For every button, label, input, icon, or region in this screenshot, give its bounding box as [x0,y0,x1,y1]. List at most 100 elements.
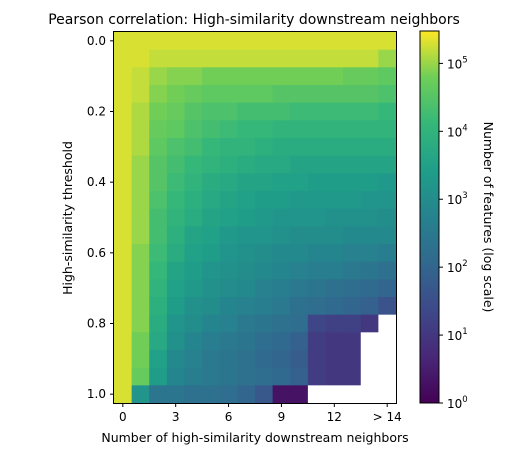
heatmap-cell [184,314,203,333]
heatmap-cell [290,173,309,192]
colorbar-ticks: 100 101 102 103 104 105 [439,55,468,411]
heatmap-cell [255,102,274,121]
heatmap-cell [131,279,150,298]
heatmap-cells [114,32,397,404]
heatmap-cell [149,49,168,68]
heatmap-cell [325,226,344,245]
heatmap-cell [290,261,309,280]
heatmap-cell [184,138,203,157]
heatmap-cell [255,208,274,227]
heatmap-cell [237,67,256,86]
heatmap-cell [360,173,379,192]
colorbar [419,30,440,404]
heatmap-cell [114,279,133,298]
heatmap-cell [237,49,256,68]
y-tick-label: 0.2 [87,105,106,119]
heatmap-cell [131,138,150,157]
heatmap-cell [202,385,221,404]
heatmap-cell [255,49,274,68]
y-axis-label: High-similarity threshold [60,141,75,295]
heatmap-cell [114,49,133,68]
heatmap-cell [325,120,344,139]
heatmap-cell [290,208,309,227]
heatmap-cell [202,297,221,316]
heatmap-cell [272,314,291,333]
heatmap-cell [219,244,238,263]
heatmap-cell [343,49,362,68]
x-tick-label: 0 [119,410,127,424]
heatmap-cell [114,367,133,386]
colorbar-tick-label: 101 [447,327,468,343]
heatmap-cell [114,226,133,245]
heatmap-cell [378,67,397,86]
heatmap-cell [202,367,221,386]
heatmap-cell [166,102,185,121]
heatmap-cell [290,279,309,298]
heatmap-cell [378,85,397,104]
heatmap-cell [360,332,379,351]
heatmap-cell [360,279,379,298]
heatmap-cell [131,297,150,316]
y-tick-label: 0.8 [87,317,106,331]
x-tick-label: 3 [172,410,180,424]
heatmap-cell [166,226,185,245]
heatmap-cell [325,173,344,192]
heatmap-cell [307,314,326,333]
colorbar-tick-label: 104 [447,123,468,139]
y-tick-label: 1.0 [87,387,106,401]
heatmap-cell [360,261,379,280]
heatmap-cell [290,85,309,104]
heatmap-cell [325,102,344,121]
heatmap-cell [325,297,344,316]
heatmap-cell [360,85,379,104]
heatmap-cell [219,120,238,139]
heatmap-cell [237,279,256,298]
heatmap-cell [343,244,362,263]
heatmap-cell [166,67,185,86]
colorbar-label: Number of features (log scale) [481,122,496,313]
heatmap-cell [343,155,362,174]
heatmap-cell [255,226,274,245]
heatmap-cell [307,191,326,210]
heatmap-cell [114,155,133,174]
heatmap-cell [237,120,256,139]
heatmap-cell [255,385,274,404]
heatmap-cell [237,314,256,333]
heatmap-cell [237,102,256,121]
heatmap-cell [272,49,291,68]
heatmap-cell [272,173,291,192]
heatmap-cell [255,155,274,174]
heatmap-cell [131,85,150,104]
colorbar-tick-label: 100 [447,395,468,411]
heatmap-cell [272,191,291,210]
heatmap-cell [272,385,291,404]
heatmap-cell [343,120,362,139]
heatmap-cell [378,261,397,280]
heatmap-cell [360,367,379,386]
heatmap-cell [219,155,238,174]
heatmap-cell [325,155,344,174]
heatmap-cell [307,226,326,245]
heatmap-cell [378,138,397,157]
heatmap-cell [307,85,326,104]
heatmap-cell [325,350,344,369]
heatmap-cell [272,138,291,157]
heatmap-cell [290,32,309,51]
heatmap-cell [184,297,203,316]
heatmap-cell [166,85,185,104]
heatmap-cell [149,173,168,192]
heatmap-cell [360,385,379,404]
heatmap-cell [255,32,274,51]
heatmap-cell [219,367,238,386]
heatmap-cell [237,385,256,404]
heatmap-cell [131,191,150,210]
heatmap-cell [272,67,291,86]
heatmap-cell [360,244,379,263]
heatmap-cell [272,120,291,139]
heatmap-cell [131,208,150,227]
heatmap-cell [202,138,221,157]
heatmap-cell [166,244,185,263]
heatmap-cell [166,208,185,227]
heatmap-cell [325,261,344,280]
heatmap-cell [166,138,185,157]
